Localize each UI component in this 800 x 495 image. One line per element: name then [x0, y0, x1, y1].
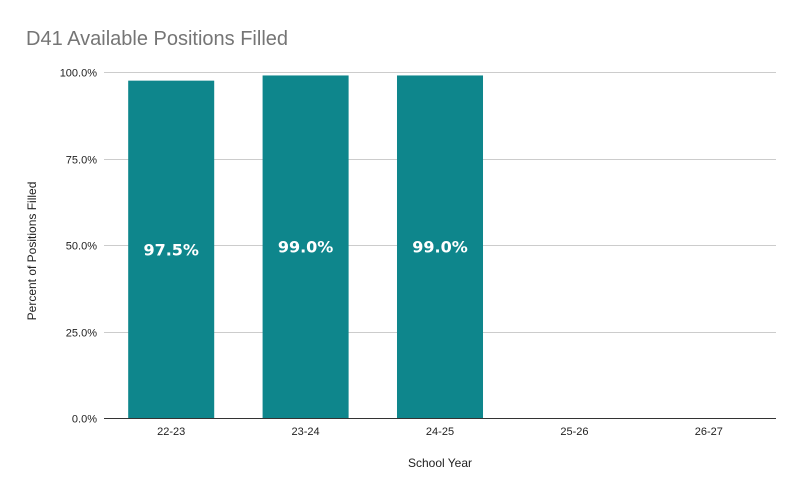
x-tick-label: 24-25 — [426, 426, 454, 438]
bar — [396, 75, 484, 419]
x-tick-label: 25-26 — [560, 426, 588, 438]
x-tick-label: 26-27 — [695, 426, 723, 438]
chart-title: D41 Available Positions Filled — [26, 28, 288, 50]
y-tick-label: 0.0% — [72, 414, 97, 426]
x-axis-title: School Year — [408, 456, 472, 470]
bar-data-label: 99.0% — [278, 238, 334, 257]
y-axis-title: Percent of Positions Filled — [25, 182, 39, 321]
y-tick-label: 50.0% — [66, 241, 97, 253]
bars — [128, 75, 484, 419]
bar-data-label: 97.5% — [143, 240, 199, 259]
bar — [128, 80, 215, 419]
bar-data-label: 99.0% — [412, 238, 468, 257]
x-tick-label: 23-24 — [292, 426, 320, 438]
y-tick-label: 25.0% — [66, 328, 97, 340]
x-tick-label: 22-23 — [157, 426, 185, 438]
x-axis-tick-labels: 22-23 23-24 24-25 25-26 26-27 — [157, 426, 723, 438]
y-tick-label: 100.0% — [60, 68, 98, 80]
bar — [262, 75, 349, 419]
bar-data-labels: 97.5% 99.0% 99.0% — [143, 238, 467, 260]
y-axis-tick-labels: 0.0% 25.0% 50.0% 75.0% 100.0% — [60, 68, 98, 426]
y-tick-label: 75.0% — [66, 155, 97, 167]
